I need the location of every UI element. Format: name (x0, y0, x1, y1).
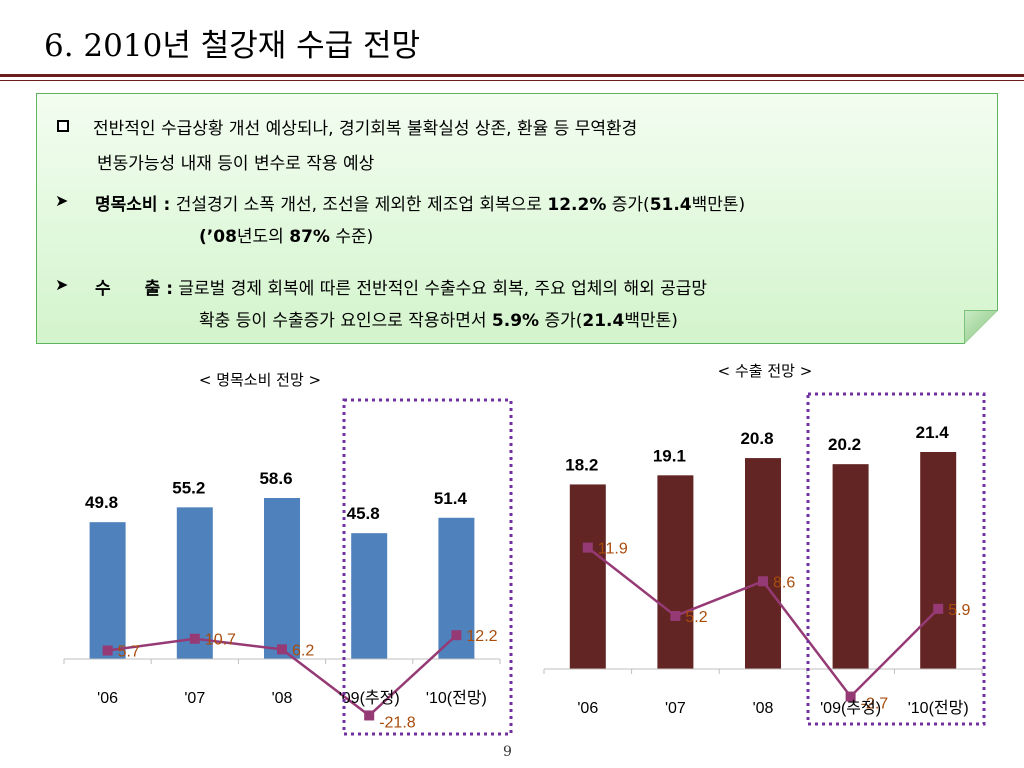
bar-value-label: 49.8 (85, 493, 118, 512)
forecast-highlight-box (806, 392, 986, 726)
title-divider-thin (0, 80, 1024, 81)
export-line2-text: 확충 등이 수출증가 요인으로 작용하면서 (199, 311, 487, 331)
domestic-line1-text: 건설경기 소폭 개선, 조선을 제외한 제조업 회복으로 (175, 195, 542, 215)
x-tick-label: '09(추정) (820, 699, 881, 717)
bar (745, 458, 781, 669)
growth-value-label: 5.2 (685, 609, 707, 626)
bar (351, 533, 388, 659)
bar-value-label: 19.1 (653, 446, 686, 465)
bar-value-label: 20.8 (740, 429, 773, 448)
summary-note: 전반적인 수급상황 개선 예상되나, 경기회복 불확실성 상존, 환율 등 무역… (36, 93, 998, 344)
growth-value-label: 6.2 (292, 642, 314, 659)
domestic-line2-pct: 87% (289, 227, 330, 247)
folded-corner (964, 310, 998, 344)
domestic-line2-pre: (’ (199, 227, 214, 247)
growth-point (670, 610, 681, 621)
chart-title: < 수출 전망 > (718, 362, 813, 380)
x-tick-label: '10(전망) (908, 699, 969, 717)
growth-value-label: 5.7 (118, 644, 140, 661)
growth-point (189, 633, 200, 644)
growth-value-label: -2.7 (861, 696, 889, 713)
export-label: 수 출 : (95, 279, 173, 299)
x-tick-label: '06 (577, 700, 598, 717)
growth-point (758, 576, 768, 587)
domestic-line1: 명목소비 : 건설경기 소폭 개선, 조선을 제외한 제조업 회복으로 12.2… (95, 190, 745, 215)
growth-value-label: -21.8 (379, 714, 416, 731)
bar (657, 475, 694, 669)
bar-value-label: 45.8 (347, 504, 380, 523)
domestic-growth-pct: 12.2% (547, 195, 607, 215)
x-tick-label: '10(전망) (426, 689, 487, 707)
domestic-line2-post: 수준) (335, 227, 374, 247)
x-tick-label: '07 (184, 690, 205, 707)
bar (264, 498, 300, 659)
export-growth-pct: 5.9% (491, 311, 540, 331)
arrow-bullet-icon: ➤ (55, 275, 69, 294)
summary-headline-line1: 전반적인 수급상황 개선 예상되나, 경기회복 불확실성 상존, 환율 등 무역… (93, 119, 638, 139)
growth-value-label: 5.9 (948, 602, 970, 619)
bar-value-label: 18.2 (565, 455, 598, 474)
export-line2-post: 백만톤) (624, 311, 678, 331)
bar (832, 464, 869, 669)
growth-point (102, 645, 113, 656)
growth-value-label: 12.2 (466, 628, 497, 645)
bar-value-label: 20.2 (828, 435, 861, 454)
growth-value-label: 8.6 (773, 574, 795, 591)
export-amount: 21.4 (582, 311, 625, 331)
bar (89, 522, 126, 659)
growth-point (933, 603, 944, 614)
chart-title: < 명목소비 전망 > (199, 371, 321, 389)
bar-value-label: 58.6 (259, 469, 292, 488)
growth-point (364, 710, 375, 721)
growth-point (582, 542, 593, 553)
summary-headline-line2: 변동가능성 내재 등이 변수로 작용 예상 (97, 154, 375, 174)
domestic-line2-year: 08 (213, 227, 237, 247)
export-line1: 수 출 : 글로벌 경제 회복에 따른 전반적인 수출수요 회복, 주요 업체의… (95, 274, 707, 299)
domestic-line1-post: 백만톤) (691, 195, 746, 215)
domestic-line1-mid: 증가( (611, 195, 650, 215)
bar (176, 507, 213, 659)
domestic-line2-mid: 년도의 (236, 227, 284, 247)
growth-point (451, 630, 462, 641)
export-line2-mid: 증가( (544, 311, 583, 331)
domestic-label: 명목소비 : (95, 195, 171, 215)
x-tick-label: '09(추정) (339, 689, 400, 707)
x-tick-label: '07 (665, 700, 686, 717)
growth-point (845, 691, 856, 702)
growth-value-label: 10.7 (205, 632, 236, 649)
forecast-highlight-box (342, 398, 513, 736)
domestic-amount: 51.4 (649, 195, 692, 215)
x-tick-label: '08 (272, 690, 293, 707)
bar (920, 452, 957, 669)
growth-value-label: 11.9 (598, 541, 628, 558)
x-tick-label: '08 (753, 700, 774, 717)
bar-value-label: 55.2 (172, 478, 205, 497)
export-line1-text: 글로벌 경제 회복에 따른 전반적인 수출수요 회복, 주요 업체의 해외 공급… (178, 279, 708, 299)
domestic-line2: (’08년도의 87% 수준) (199, 222, 373, 247)
x-tick-label: '06 (97, 690, 118, 707)
bar (569, 484, 606, 669)
slide-title: 6. 2010년 철강재 수급 전망 (44, 28, 421, 64)
square-bullet-icon (57, 120, 69, 132)
bar-value-label: 21.4 (916, 423, 950, 442)
arrow-bullet-icon: ➤ (55, 191, 69, 210)
growth-point (277, 644, 287, 655)
title-divider (0, 74, 1024, 77)
bar-value-label: 51.4 (434, 489, 468, 508)
export-line2: 확충 등이 수출증가 요인으로 작용하면서 5.9% 증가(21.4백만톤) (199, 306, 678, 331)
page-number: 9 (503, 744, 512, 760)
